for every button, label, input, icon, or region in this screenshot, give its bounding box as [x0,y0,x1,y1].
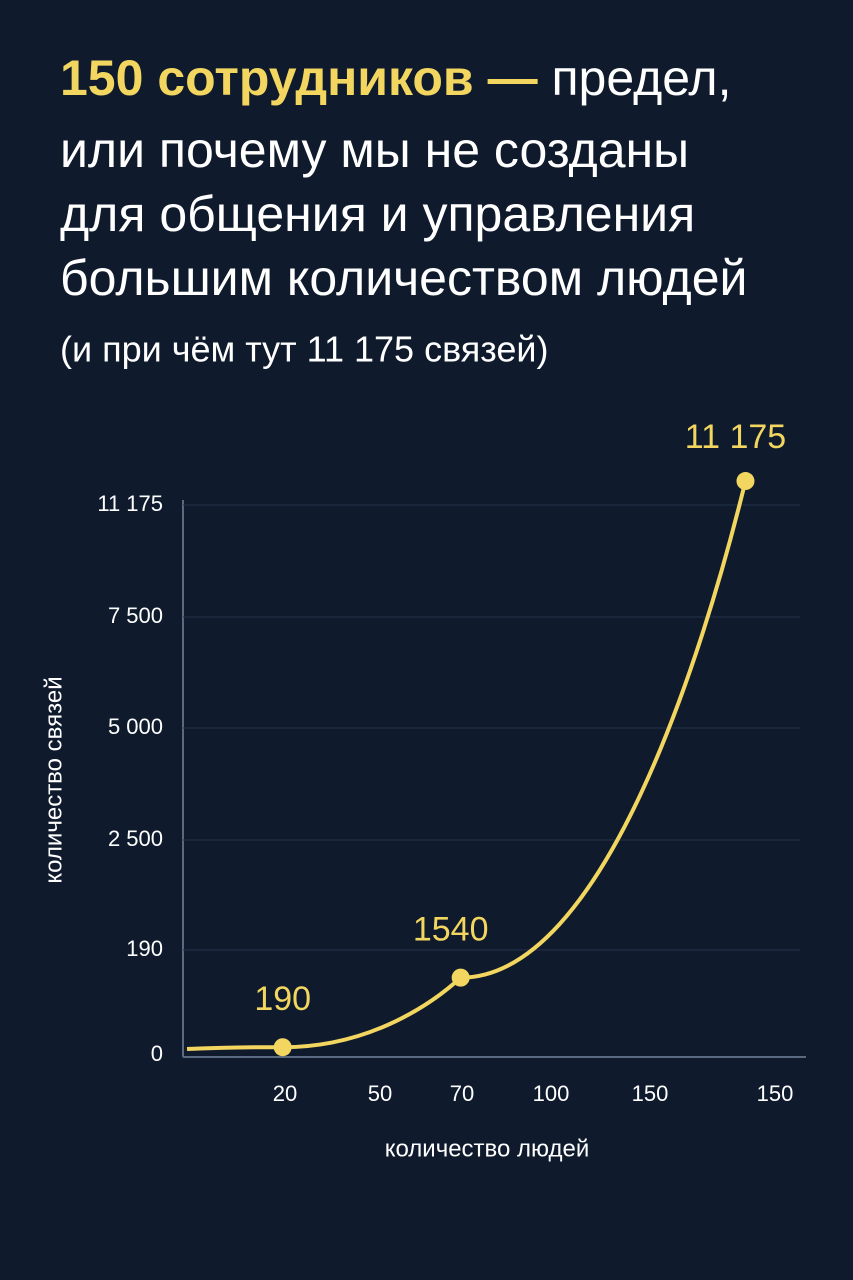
subtitle: (и при чём тут 11 175 связей) [60,329,549,370]
point [736,472,755,491]
y-tick-label: 11 175 [97,491,163,516]
title-line: большим количеством людей [60,250,747,306]
title-line: 150 сотрудников — предел, [60,50,731,106]
title-line: или почему мы не созданы [60,122,689,178]
x-tick-label: 150 [632,1081,669,1106]
title-part: предел, [551,50,731,106]
y-axis-title: количество связей [40,676,67,883]
point [451,968,470,987]
curve-lead-in [186,1045,283,1051]
data-label: 190 [254,980,311,1018]
y-tick-label: 0 [151,1041,163,1066]
x-tick-label: 70 [450,1081,474,1106]
y-tick-label: 7 500 [108,603,163,628]
y-tick-label: 5 000 [108,714,163,739]
line [282,480,748,1050]
data-label: 1540 [413,911,489,949]
x-tick-label: 150 [757,1081,794,1106]
y-tick-label: 2 500 [108,826,163,851]
title-line: для общения и управления [60,186,695,242]
x-tick-label: 50 [368,1081,392,1106]
title-highlight: 150 сотрудников — [60,50,538,106]
x-tick-label: 100 [533,1081,570,1106]
y-tick-label: 190 [126,936,163,961]
data-label: 11 175 [685,418,786,456]
x-axis-title: количество людей [385,1135,590,1162]
point [273,1038,292,1057]
x-tick-label: 20 [273,1081,297,1106]
